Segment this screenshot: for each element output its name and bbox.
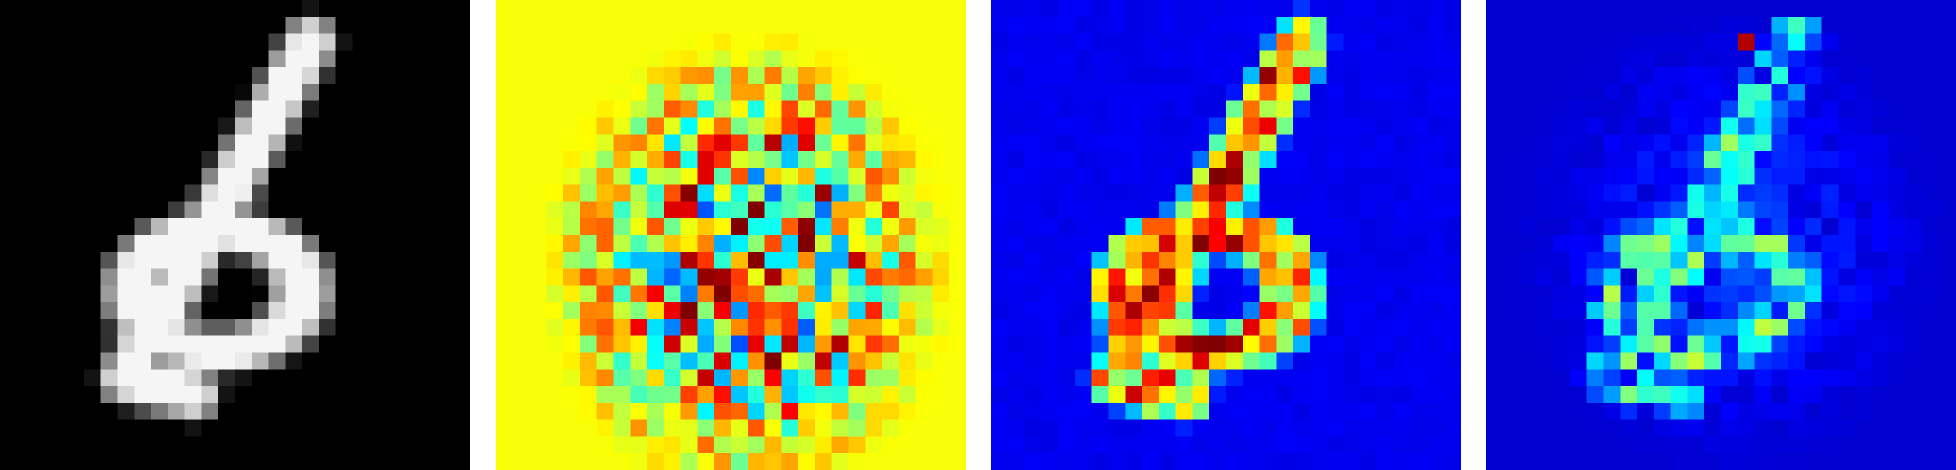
input-digit-panel — [0, 0, 470, 470]
signed-attribution-heatmap — [496, 0, 966, 470]
input-digit-image — [0, 0, 470, 470]
smooth-saliency-panel — [991, 0, 1461, 470]
smooth-saliency-heatmap — [991, 0, 1461, 470]
signed-attribution-panel — [496, 0, 966, 470]
noisy-saliency-panel — [1486, 0, 1956, 470]
noisy-saliency-heatmap — [1486, 0, 1956, 470]
